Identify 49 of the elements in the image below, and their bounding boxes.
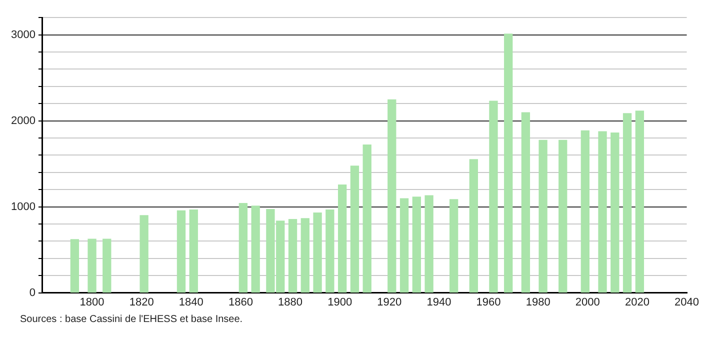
bar — [450, 199, 458, 293]
bar — [189, 209, 198, 293]
bar — [251, 206, 260, 293]
bar — [70, 239, 80, 293]
source-note: Sources : base Cassini de l'EHESS et base Insee. — [20, 314, 244, 325]
bar — [489, 100, 498, 293]
bar — [521, 112, 530, 293]
bar — [238, 203, 248, 293]
bar — [313, 212, 322, 293]
x-tick-label: 1800 — [80, 296, 104, 308]
bar — [140, 215, 148, 293]
bar — [300, 218, 310, 293]
bar — [388, 99, 396, 293]
bar — [326, 209, 334, 293]
x-tick-label: 1960 — [476, 296, 501, 308]
bar — [598, 131, 607, 293]
x-tick-label: 2000 — [575, 296, 600, 308]
bar — [102, 238, 112, 293]
bar — [338, 184, 347, 293]
x-tick-label: 1860 — [228, 296, 253, 308]
x-tick-label: 1840 — [178, 296, 204, 308]
bar — [424, 195, 434, 293]
x-tick-label: 1920 — [377, 296, 402, 308]
bar — [350, 166, 360, 293]
bar — [469, 159, 478, 293]
x-tick-label: 1940 — [426, 296, 452, 308]
x-tick-label: 2020 — [624, 296, 650, 308]
bar — [400, 198, 409, 293]
bar — [288, 218, 298, 293]
x-tick-label: 1820 — [129, 296, 154, 308]
x-tick-label: 1880 — [278, 296, 303, 308]
bar — [176, 210, 186, 293]
y-tick-label: 2000 — [10, 114, 36, 127]
y-tick-label: 0 — [29, 286, 36, 299]
x-tick-label: 1980 — [526, 296, 550, 308]
bar — [610, 132, 620, 293]
bar — [412, 196, 421, 293]
y-tick-label: 3000 — [10, 28, 36, 41]
x-tick-label: 2040 — [674, 296, 700, 308]
bar — [504, 34, 513, 293]
bar — [622, 113, 632, 293]
bar — [362, 144, 372, 293]
bar — [538, 140, 548, 293]
x-tick-label: 1900 — [328, 296, 352, 308]
bar — [635, 110, 644, 293]
y-tick-label: 1000 — [10, 200, 36, 213]
bar — [88, 238, 96, 293]
bar — [558, 140, 568, 293]
bar — [580, 130, 590, 293]
